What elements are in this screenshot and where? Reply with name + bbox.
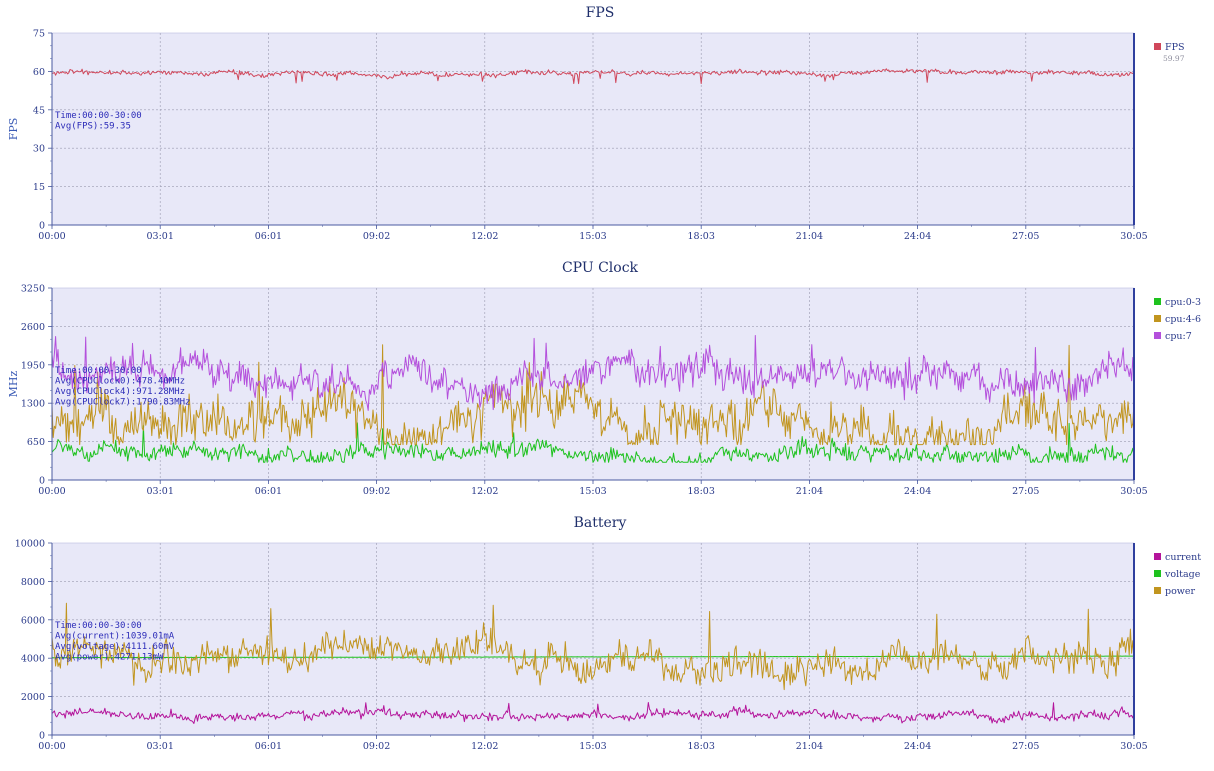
annotation-text: Avg(voltage):4111.60mV	[55, 642, 175, 652]
legend-swatch	[1154, 332, 1161, 339]
legend-label: voltage	[1164, 569, 1201, 580]
x-tick-label: 15:03	[579, 231, 606, 242]
chart-panel: Battery 0 2000 4000 6000 8000 10000 00:00 03:01 0…	[15, 515, 1201, 752]
y-tick-label: 6000	[21, 615, 45, 626]
x-tick-label: 24:04	[904, 231, 931, 242]
series-line-fps	[51, 68, 1135, 85]
y-tick-label: 30	[33, 144, 45, 155]
y-tick-label: 10000	[15, 539, 45, 550]
y-tick-label: 1950	[21, 360, 45, 371]
legend-swatch	[1154, 43, 1161, 50]
y-axis-label: FPS	[7, 118, 20, 141]
x-tick-label: 03:01	[147, 741, 174, 752]
y-tick-label: 1300	[21, 399, 45, 410]
y-tick-label: 4000	[21, 654, 45, 665]
x-tick-label: 15:03	[579, 741, 606, 752]
legend-swatch	[1154, 587, 1161, 594]
legend-label: current	[1165, 552, 1201, 563]
annotation-text: Avg(current):1039.01mA	[55, 632, 175, 642]
x-tick-label: 27:05	[1012, 741, 1039, 752]
x-tick-label: 09:02	[363, 231, 390, 242]
x-tick-label: 06:01	[255, 231, 282, 242]
x-tick-label: 18:03	[688, 741, 715, 752]
x-tick-label: 00:00	[38, 231, 65, 242]
x-tick-label: 15:03	[579, 486, 606, 497]
annotation-text: Time:00:00-30:00	[55, 366, 142, 376]
annotation-text: Avg(CPUClock0):478.40MHz	[55, 377, 185, 387]
y-tick-label: 3250	[21, 284, 45, 295]
legend-value: 59.97	[1163, 54, 1185, 63]
chart-title: FPS	[586, 5, 615, 21]
x-tick-label: 09:02	[363, 741, 390, 752]
annotation-text: Avg(CPUClock7):1790.83MHz	[55, 398, 190, 408]
chart-title: CPU Clock	[562, 260, 639, 276]
legend-label: FPS	[1165, 42, 1185, 53]
y-tick-label: 0	[39, 221, 45, 232]
annotation-text: Time:00:00-30:00	[55, 111, 142, 121]
y-tick-label: 60	[33, 67, 45, 78]
y-tick-label: 8000	[21, 577, 45, 588]
x-tick-label: 30:05	[1120, 741, 1147, 752]
x-tick-label: 03:01	[147, 231, 174, 242]
legend-swatch	[1154, 315, 1161, 322]
x-tick-label: 06:01	[255, 741, 282, 752]
y-tick-label: 45	[33, 105, 45, 116]
legend-swatch	[1154, 298, 1161, 305]
annotation-text: Avg(FPS):59.35	[55, 122, 131, 132]
y-tick-label: 0	[39, 476, 45, 487]
chart-title: Battery	[574, 515, 627, 531]
x-tick-label: 21:04	[796, 741, 823, 752]
x-tick-label: 12:02	[471, 486, 498, 497]
x-tick-label: 27:05	[1012, 486, 1039, 497]
x-tick-label: 18:03	[688, 231, 715, 242]
x-tick-label: 21:04	[796, 486, 823, 497]
y-tick-label: 0	[39, 731, 45, 742]
chart-panel: CPU Clock 0 650 1300 1950 2600 3250 00:00 03:01 0…	[7, 260, 1201, 497]
series-line-cpu-4-6	[51, 344, 1135, 446]
legend-label: power	[1165, 586, 1196, 597]
x-tick-label: 18:03	[688, 486, 715, 497]
y-tick-label: 75	[33, 29, 45, 40]
legend-label: cpu:7	[1165, 331, 1192, 342]
legend-swatch	[1154, 570, 1161, 577]
x-tick-label: 03:01	[147, 486, 174, 497]
x-tick-label: 21:04	[796, 231, 823, 242]
annotation-text: Avg(power):4271.13mW	[55, 653, 164, 663]
x-tick-label: 24:04	[904, 486, 931, 497]
x-tick-label: 12:02	[471, 741, 498, 752]
y-tick-label: 650	[27, 437, 45, 448]
series-line-cpu-7	[51, 335, 1135, 411]
x-tick-label: 30:05	[1120, 486, 1147, 497]
x-tick-label: 06:01	[255, 486, 282, 497]
series-line-current	[51, 702, 1135, 724]
x-tick-label: 24:04	[904, 741, 931, 752]
annotation-text: Time:00:00-30:00	[55, 621, 142, 631]
series-line-cpu-0-3	[51, 422, 1135, 463]
legend-label: cpu:4-6	[1165, 314, 1201, 325]
y-tick-label: 2600	[21, 322, 45, 333]
x-tick-label: 12:02	[471, 231, 498, 242]
x-tick-label: 00:00	[38, 486, 65, 497]
annotation-text: Avg(CPUClock4):971.28MHz	[55, 387, 185, 397]
series-line-power	[51, 602, 1135, 691]
y-axis-label: MHz	[7, 370, 20, 397]
legend-swatch	[1154, 553, 1161, 560]
legend-label: cpu:0-3	[1165, 297, 1201, 308]
y-tick-label: 2000	[21, 692, 45, 703]
chart-panel: FPS 0 15 30 45 60 75 00:00 03:01 06:01 09:02 12:02 1…	[7, 5, 1185, 242]
x-tick-label: 30:05	[1120, 231, 1147, 242]
x-tick-label: 09:02	[363, 486, 390, 497]
y-tick-label: 15	[33, 182, 45, 193]
x-tick-label: 27:05	[1012, 231, 1039, 242]
x-tick-label: 00:00	[38, 741, 65, 752]
